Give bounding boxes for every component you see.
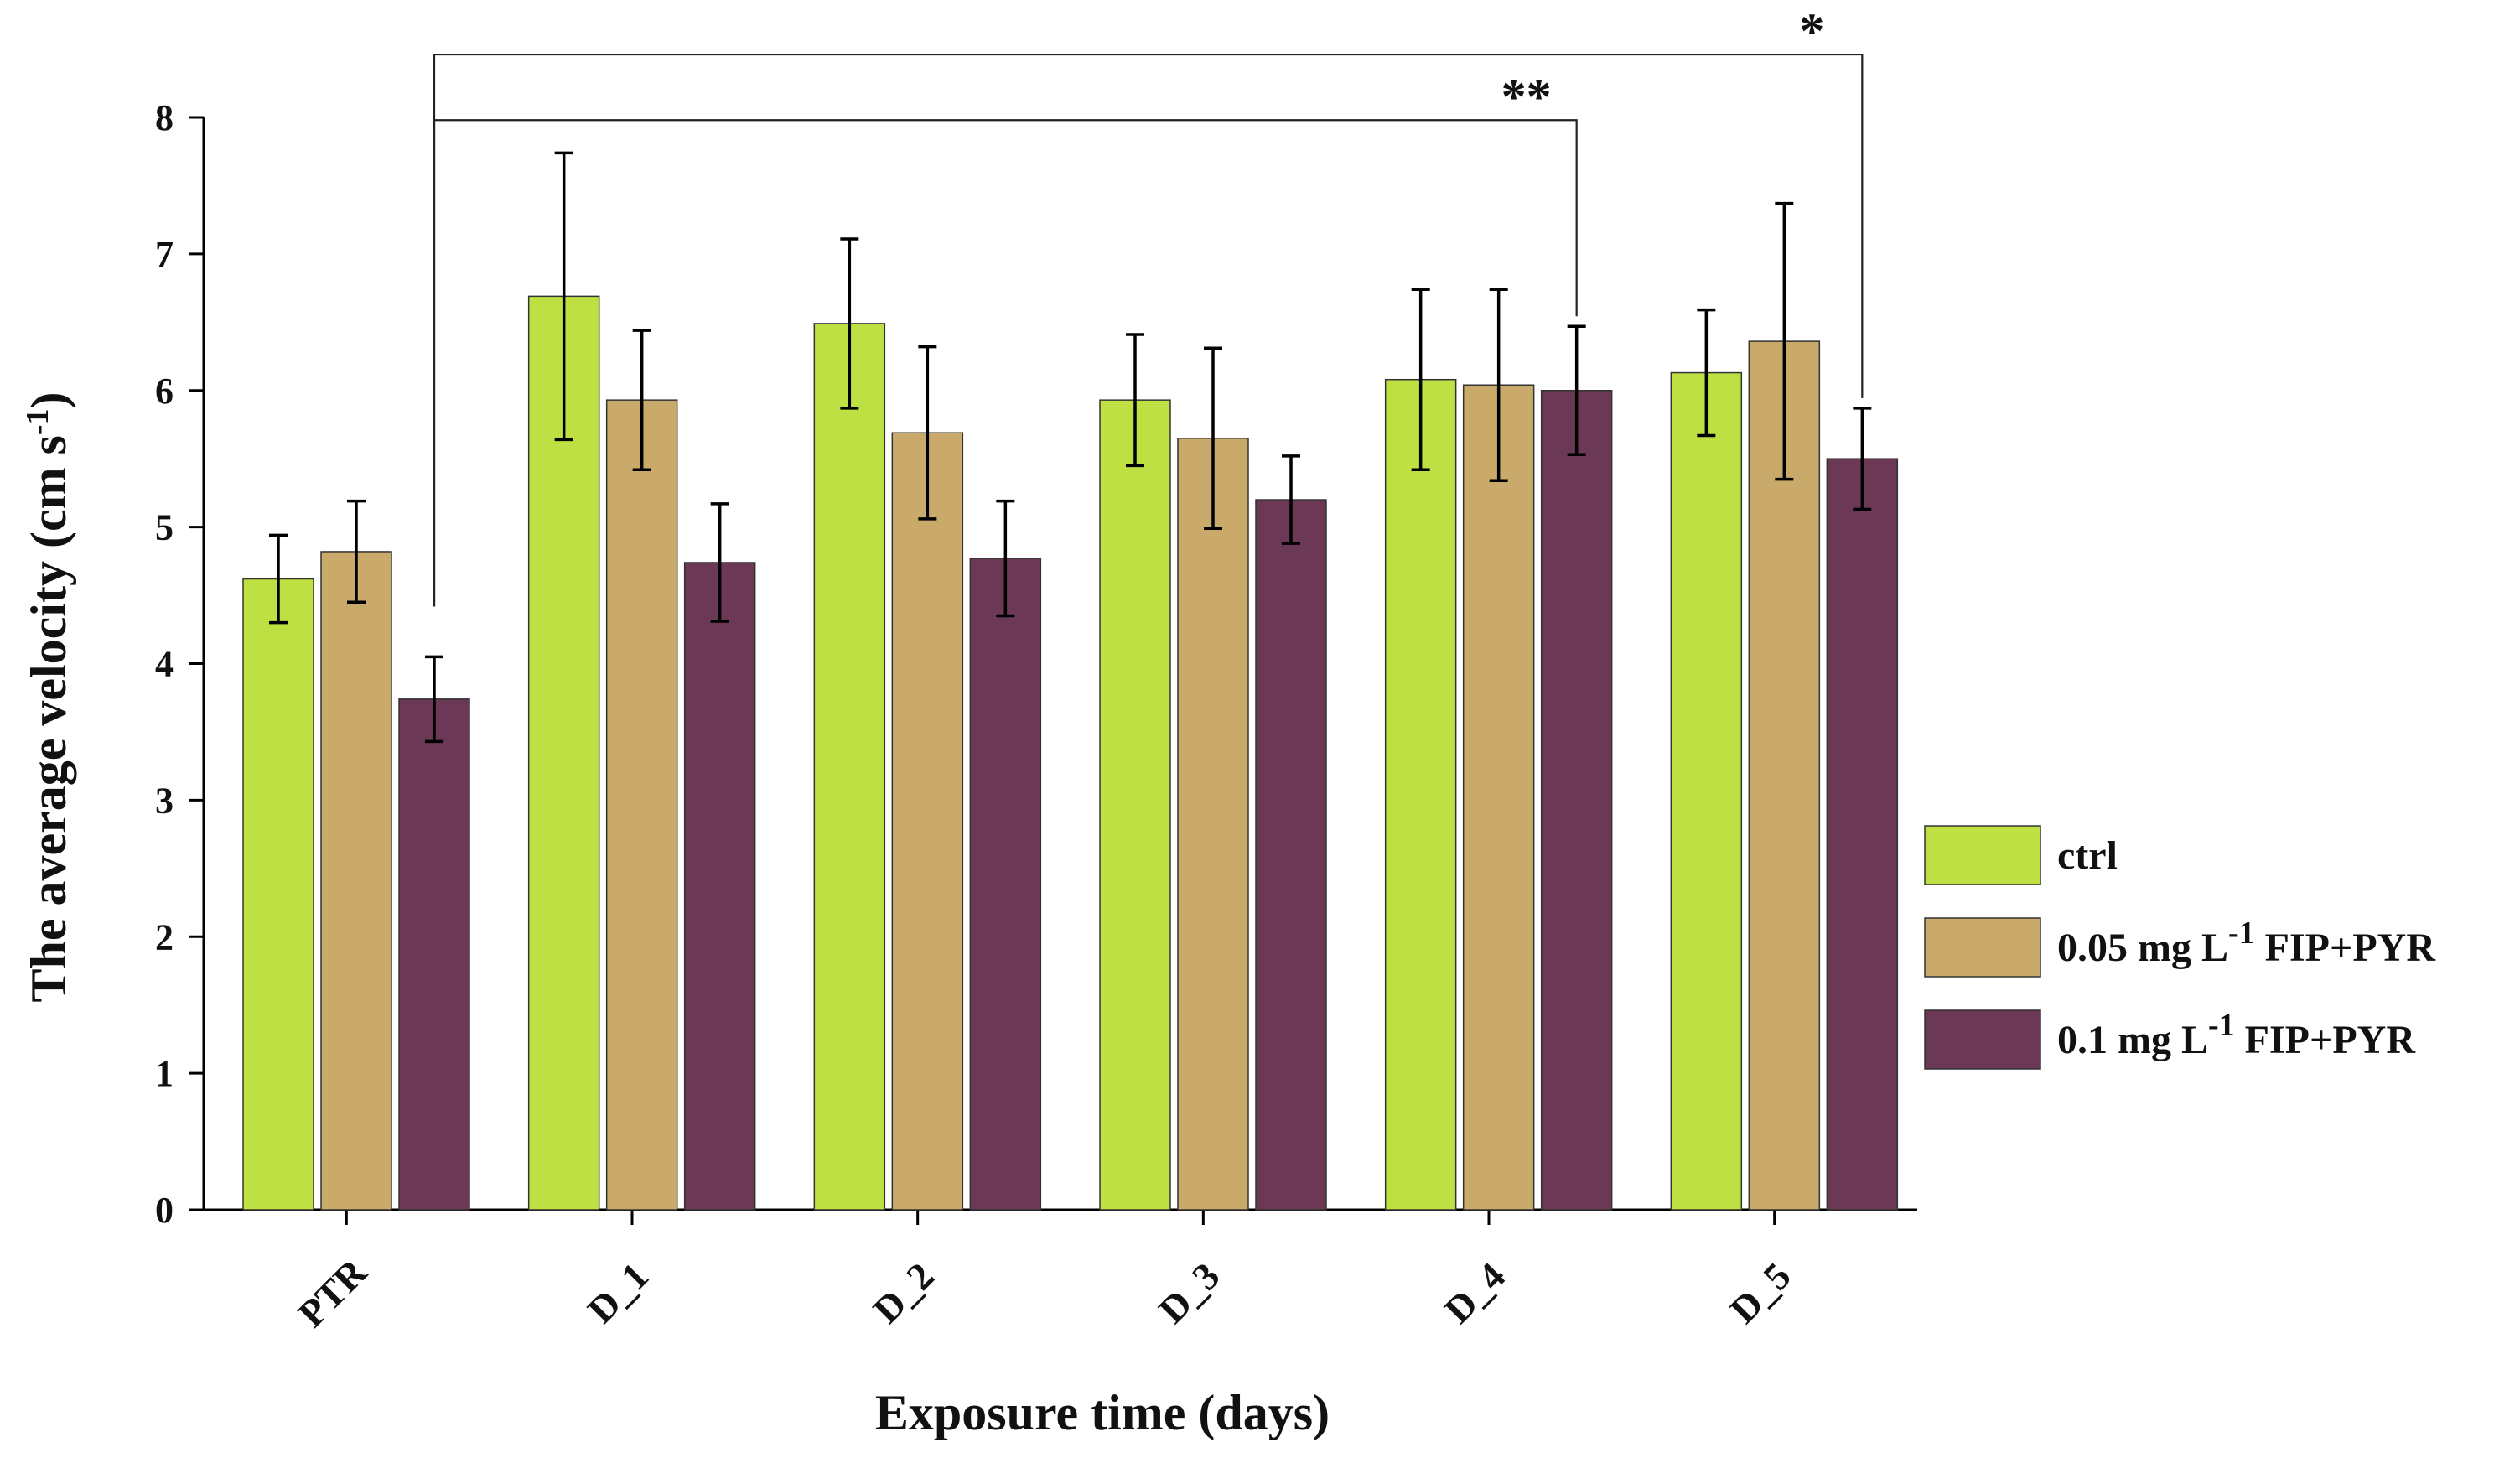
error-bar-d-2-series-1 <box>840 237 859 410</box>
error-bar-d-1-series-3 <box>710 502 729 623</box>
bar-d-5-series-1 <box>1670 371 1743 1211</box>
error-bar-d-5-series-3 <box>1853 407 1872 511</box>
error-bar-d-5-series-1 <box>1697 308 1716 438</box>
legend-label: 0.05 mg L-1 FIP+PYR <box>2057 916 2436 970</box>
x-tick-label-d-1: D_1 <box>579 1254 656 1331</box>
legend-swatch <box>1924 917 2041 978</box>
error-bar-ptr-series-1 <box>269 533 288 625</box>
error-bar-d-5-series-2 <box>1775 201 1794 481</box>
significance-label: * <box>1799 3 1824 59</box>
error-bar-d-3-series-1 <box>1126 333 1144 468</box>
error-bar-d-3-series-2 <box>1204 346 1222 531</box>
y-axis-title-superscript: -1 <box>20 408 55 435</box>
error-bar-d-4-series-2 <box>1489 288 1508 482</box>
legend-label-text: 0.05 mg L <box>2057 926 2228 970</box>
significance-label: ** <box>1501 69 1552 124</box>
bar-d-2-series-3 <box>969 558 1042 1211</box>
error-bar-ptr-series-3 <box>425 655 443 744</box>
y-axis-title-main: The average velocity (cm s <box>21 435 76 1002</box>
bar-ptr-series-3 <box>398 698 470 1211</box>
legend-label-suffix: FIP+PYR <box>2255 926 2437 970</box>
x-tick-label-d-3: D_3 <box>1150 1254 1227 1331</box>
legend-item-3: 0.1 mg L-1 FIP+PYR <box>1924 1008 2416 1070</box>
legend-label: 0.1 mg L-1 FIP+PYR <box>2057 1008 2416 1062</box>
legend-item-2: 0.05 mg L-1 FIP+PYR <box>1924 916 2436 978</box>
bar-d-4-series-3 <box>1540 390 1613 1211</box>
bar-ptr-series-1 <box>242 578 314 1211</box>
y-axis-title-close: ) <box>21 392 76 408</box>
error-bar-d-2-series-2 <box>918 345 937 521</box>
bar-d-3-series-2 <box>1177 438 1249 1211</box>
x-tick-label-d-4: D_4 <box>1436 1254 1513 1331</box>
y-tick-label: 5 <box>155 507 174 548</box>
significance-bracket-2: * <box>433 3 1864 607</box>
x-tick-label-ptr: PTR <box>290 1250 376 1336</box>
bar-d-3-series-3 <box>1255 499 1327 1211</box>
bar-d-2-series-1 <box>813 323 886 1211</box>
bar-d-2-series-2 <box>891 432 964 1211</box>
y-tick-label: 0 <box>155 1190 174 1231</box>
bar-d-1-series-1 <box>527 295 600 1211</box>
legend-label-text: ctrl <box>2057 833 2118 878</box>
bar-d-4-series-1 <box>1384 378 1457 1211</box>
bar-d-1-series-3 <box>683 562 756 1211</box>
legend-label-superscript: -1 <box>2208 1008 2235 1043</box>
error-bar-d-1-series-1 <box>554 151 573 442</box>
y-tick-label: 2 <box>155 916 174 957</box>
bars <box>242 295 1899 1211</box>
y-tick-label: 1 <box>155 1053 174 1094</box>
legend-label: ctrl <box>2057 833 2118 878</box>
bar-d-1-series-2 <box>605 399 678 1211</box>
error-bars <box>269 151 1872 744</box>
bar-ptr-series-2 <box>320 551 392 1211</box>
x-tick-label-d-2: D_2 <box>865 1254 942 1331</box>
legend-label-superscript: -1 <box>2228 916 2255 951</box>
y-tick-label: 7 <box>155 234 174 275</box>
x-tick-label-d-5: D_5 <box>1722 1254 1799 1331</box>
error-bar-d-1-series-2 <box>632 329 651 471</box>
legend-item-1: ctrl <box>1924 825 2118 885</box>
error-bar-d-3-series-3 <box>1282 454 1300 545</box>
legend-label-suffix: FIP+PYR <box>2235 1018 2417 1062</box>
bar-d-5-series-3 <box>1826 458 1899 1211</box>
bar-d-5-series-2 <box>1748 340 1821 1211</box>
legend-label-text: 0.1 mg L <box>2057 1018 2208 1062</box>
y-tick-label: 4 <box>155 644 174 685</box>
x-axis-title: Exposure time (days) <box>875 1385 1330 1440</box>
y-axis-title: The average velocity (cm s-1) <box>20 392 76 1002</box>
error-bar-d-2-series-3 <box>996 499 1015 618</box>
error-bar-ptr-series-2 <box>347 499 366 604</box>
bar-d-3-series-1 <box>1099 399 1171 1211</box>
bar-d-4-series-2 <box>1462 384 1535 1211</box>
significance-bracket-line <box>433 53 1864 607</box>
legend-swatch <box>1924 825 2041 885</box>
legend-swatch <box>1924 1009 2041 1070</box>
y-tick-label: 6 <box>155 371 174 412</box>
error-bar-d-4-series-1 <box>1411 288 1430 471</box>
significance-brackets: *** <box>433 3 1864 607</box>
y-tick-label: 3 <box>155 780 174 821</box>
y-tick-label: 8 <box>155 97 174 138</box>
error-bar-d-4-series-3 <box>1567 324 1586 457</box>
